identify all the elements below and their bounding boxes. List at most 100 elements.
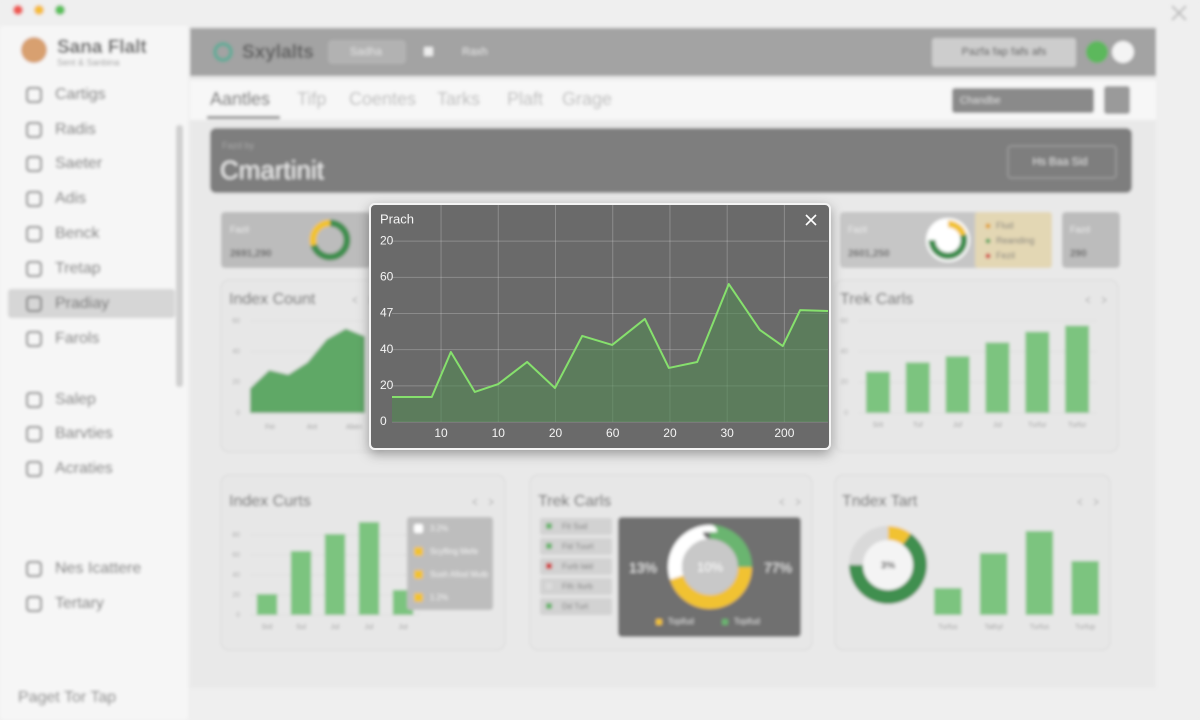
nav-item[interactable]: Barvties <box>55 425 113 442</box>
list-item: Dd Turt <box>562 602 589 611</box>
area <box>250 328 365 413</box>
search-label: Sadha <box>350 46 383 58</box>
donut-segment <box>849 526 927 604</box>
donut-center: 10% <box>697 559 723 574</box>
legend-swatch <box>656 619 662 625</box>
nav-item[interactable]: Pradiay <box>55 295 109 312</box>
list-row[interactable] <box>540 538 612 555</box>
bar <box>985 342 1010 413</box>
bar <box>1025 531 1054 615</box>
list-row[interactable] <box>540 578 612 595</box>
nav-item[interactable]: Benck <box>55 225 100 242</box>
donut-segment <box>309 219 351 261</box>
list-swatch <box>546 583 552 589</box>
card-title: Index Curts <box>229 493 311 510</box>
window-maximize[interactable] <box>55 5 65 15</box>
card-nav[interactable] <box>472 498 494 506</box>
scrollbar[interactable] <box>176 125 183 387</box>
y-tick-label: 60 <box>840 318 848 325</box>
legend-label: Topifud <box>668 617 694 626</box>
nav-item[interactable]: Acraties <box>55 460 113 477</box>
window-minimize[interactable] <box>34 5 44 15</box>
header-kicker: Fazd by <box>222 140 255 150</box>
nav-item[interactable]: Farols <box>55 330 99 347</box>
nav-selected <box>8 289 175 318</box>
close-icon[interactable] <box>1171 5 1187 21</box>
user-subtitle: Sent & Sanbina <box>57 57 120 67</box>
nav-item[interactable]: Salep <box>55 391 96 408</box>
y-tick-label: 20 <box>232 592 240 599</box>
list-row[interactable] <box>540 598 612 615</box>
card-nav[interactable] <box>1085 296 1107 304</box>
y-tick-label: 20 <box>840 379 848 386</box>
nav-icon <box>26 561 42 577</box>
modal-close[interactable] <box>805 214 817 226</box>
y-tick-label: 47 <box>380 306 394 320</box>
nav-icon <box>26 226 42 242</box>
list-row[interactable] <box>540 518 612 535</box>
sidebar-footer: Paget Tor Tap <box>18 689 116 706</box>
tab[interactable]: Tarks <box>437 89 480 109</box>
bar <box>358 522 380 615</box>
bar <box>1065 325 1090 413</box>
nav-item[interactable]: Saeter <box>55 155 103 172</box>
header-button[interactable] <box>1007 145 1117 179</box>
card-nav[interactable] <box>1077 498 1099 506</box>
y-tick-label: 40 <box>232 349 240 356</box>
x-tick-label: 20 <box>663 426 677 440</box>
donut-side-label: 77% <box>764 560 792 576</box>
nav-icon <box>26 426 42 442</box>
tab[interactable]: Tifp <box>297 89 326 109</box>
donut-segment <box>928 220 968 260</box>
search-pill[interactable] <box>328 40 406 64</box>
list-item: Fit Sud <box>562 522 587 531</box>
tab[interactable]: Aantles <box>210 89 270 109</box>
x-tick-label: Jut <box>398 624 407 631</box>
y-tick-label: 60 <box>232 318 240 325</box>
x-tick-label: 10 <box>492 426 506 440</box>
nav-item[interactable]: Radis <box>55 121 96 138</box>
legend-swatch <box>985 238 991 244</box>
y-tick-label: 60 <box>380 270 394 284</box>
nav-item[interactable]: Tertary <box>55 595 104 612</box>
nav-icon <box>26 122 42 138</box>
donut-hole <box>863 540 913 590</box>
nav-item[interactable]: Cartigs <box>55 86 106 103</box>
header-title: Cmartinit <box>220 155 325 185</box>
y-tick-label: 20 <box>380 233 394 247</box>
button-label: Hs Baa Sid <box>1032 156 1087 168</box>
donut-segment <box>928 220 968 260</box>
card-nav[interactable] <box>779 498 801 506</box>
nav-item[interactable]: Nes Icattere <box>55 560 141 577</box>
list-swatch <box>546 603 552 609</box>
icon-button[interactable] <box>1104 86 1130 114</box>
tab[interactable]: Coentes <box>349 89 416 109</box>
tab[interactable]: Plaft <box>507 89 543 109</box>
list-row[interactable] <box>540 558 612 575</box>
y-tick-label: 20 <box>232 379 240 386</box>
tab[interactable]: Grage <box>562 89 612 109</box>
x-tick-label: Turfus <box>1030 624 1050 631</box>
legend-swatch <box>414 570 423 579</box>
selector[interactable] <box>952 88 1094 113</box>
window-close[interactable] <box>13 5 23 15</box>
list-swatch <box>546 523 552 529</box>
legend-box <box>975 212 1052 268</box>
status-dot <box>1086 41 1108 63</box>
y-tick-label: 0 <box>844 410 848 417</box>
nav-item[interactable]: Tretap <box>55 260 101 277</box>
stat-value: 2691,290 <box>230 249 272 260</box>
legend-label: Topifud <box>734 617 760 626</box>
nav-icon <box>26 461 42 477</box>
action-button[interactable] <box>932 38 1076 67</box>
legend-label: Scyfling Mefe <box>430 547 479 556</box>
modal-title: Prach <box>380 211 414 226</box>
x-tick-label: Jul <box>331 624 340 631</box>
profile-dot[interactable] <box>1112 41 1134 63</box>
nav-item[interactable]: Adis <box>55 190 86 207</box>
donut-center: 3% <box>881 561 896 572</box>
y-tick-label: 40 <box>232 572 240 579</box>
bar <box>1071 561 1099 615</box>
y-tick-label: 40 <box>380 342 394 356</box>
legend-swatch <box>414 547 423 556</box>
